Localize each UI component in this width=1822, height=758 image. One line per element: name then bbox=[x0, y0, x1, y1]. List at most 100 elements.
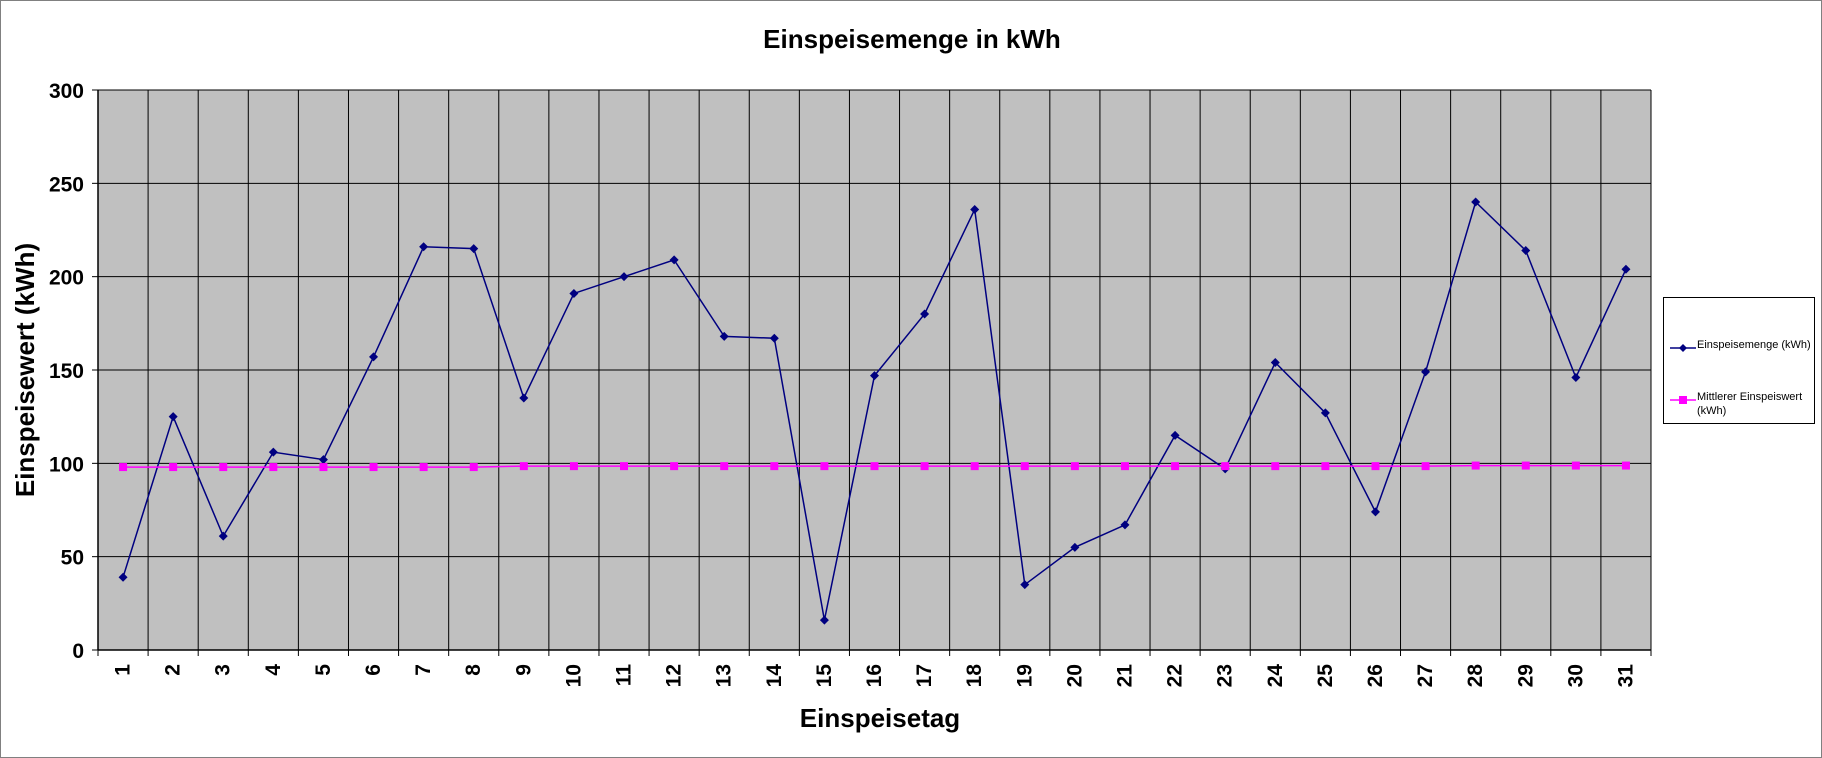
x-tick-label: 25 bbox=[1314, 664, 1337, 688]
data-point-einspeisemenge bbox=[1270, 358, 1280, 368]
data-point-einspeisemenge bbox=[419, 242, 429, 252]
x-tick-label: 13 bbox=[713, 664, 736, 687]
data-point-einspeisemenge bbox=[819, 615, 829, 625]
x-tick-label: 29 bbox=[1514, 664, 1537, 687]
data-point-einspeisemenge bbox=[268, 447, 278, 457]
data-point-einspeisemenge bbox=[920, 309, 930, 319]
data-point-einspeisemenge bbox=[1571, 372, 1581, 382]
data-point-mittlerer-einspeiswert bbox=[1621, 461, 1630, 470]
y-tick-label: 250 bbox=[49, 173, 84, 196]
data-point-einspeisemenge bbox=[870, 371, 879, 381]
data-point-einspeisemenge bbox=[318, 455, 328, 465]
x-tick-label: 10 bbox=[562, 664, 585, 687]
data-point-mittlerer-einspeiswert bbox=[1371, 462, 1380, 471]
x-tick-label: 24 bbox=[1264, 664, 1287, 688]
data-point-einspeisemenge bbox=[218, 531, 228, 541]
y-tick-label: 300 bbox=[49, 80, 84, 103]
data-point-mittlerer-einspeiswert bbox=[1571, 461, 1580, 470]
data-point-mittlerer-einspeiswert bbox=[219, 463, 228, 472]
data-point-einspeisemenge bbox=[1120, 520, 1130, 530]
chart-title: Einspeisemenge in kWh bbox=[763, 24, 1061, 54]
x-tick-label: 16 bbox=[863, 664, 886, 687]
data-point-einspeisemenge bbox=[1370, 507, 1380, 517]
x-tick-label: 15 bbox=[813, 664, 836, 688]
data-point-mittlerer-einspeiswert bbox=[670, 462, 679, 471]
legend-label-mittlerer-einspeiswert: Mittlerer Einspeiswert (kWh) bbox=[1697, 391, 1803, 417]
data-point-mittlerer-einspeiswert bbox=[1171, 462, 1180, 471]
x-tick-label: 20 bbox=[1063, 664, 1086, 687]
data-point-einspeisemenge bbox=[669, 255, 679, 265]
data-point-mittlerer-einspeiswert bbox=[319, 463, 328, 472]
data-point-einspeisemenge bbox=[1070, 542, 1080, 552]
x-tick-label: 2 bbox=[162, 664, 185, 676]
data-point-einspeisemenge bbox=[1170, 430, 1180, 440]
y-axis-ticks: 0 50 100 150 200 250 300 bbox=[49, 80, 98, 663]
data-point-mittlerer-einspeiswert bbox=[519, 462, 528, 471]
data-point-einspeisemenge bbox=[1320, 408, 1330, 418]
data-point-einspeisemenge bbox=[619, 272, 629, 282]
data-point-mittlerer-einspeiswert bbox=[870, 462, 879, 471]
data-point-mittlerer-einspeiswert bbox=[820, 462, 829, 471]
data-point-einspeisemenge bbox=[1521, 246, 1531, 256]
data-point-mittlerer-einspeiswert bbox=[1070, 462, 1079, 471]
data-point-einspeisemenge bbox=[118, 572, 128, 582]
x-tick-label: 26 bbox=[1364, 664, 1387, 687]
x-axis-ticks: 1 2 3 4 5 6 7 8 9 10 11 12 13 14 15 16 17 18 19 20 21 22 23 24 2… bbox=[97, 650, 1652, 688]
x-tick-label: 11 bbox=[613, 664, 636, 687]
data-point-mittlerer-einspeiswert bbox=[620, 462, 629, 471]
data-point-einspeisemenge bbox=[1471, 197, 1481, 207]
legend-swatch-mittlerer-einspeiswert bbox=[1670, 396, 1696, 404]
x-tick-label: 28 bbox=[1464, 664, 1487, 688]
data-point-einspeisemenge bbox=[1421, 367, 1431, 377]
x-tick-label: 5 bbox=[312, 664, 335, 676]
data-point-mittlerer-einspeiswert bbox=[1271, 462, 1280, 471]
data-point-einspeisemenge bbox=[369, 352, 379, 362]
y-tick-label: 150 bbox=[49, 360, 84, 383]
x-tick-label: 18 bbox=[963, 664, 986, 688]
data-point-mittlerer-einspeiswert bbox=[569, 462, 578, 471]
y-tick-label: 200 bbox=[49, 267, 84, 290]
data-point-mittlerer-einspeiswert bbox=[1471, 461, 1480, 470]
x-tick-label: 6 bbox=[362, 664, 385, 676]
data-point-mittlerer-einspeiswert bbox=[970, 462, 979, 471]
data-point-einspeisemenge bbox=[970, 204, 980, 214]
y-axis-title: Einspeisewert (kWh) bbox=[10, 243, 40, 497]
x-tick-label: 1 bbox=[112, 664, 135, 676]
x-tick-label: 22 bbox=[1164, 664, 1187, 687]
data-point-einspeisemenge bbox=[1020, 580, 1030, 590]
x-tick-label: 4 bbox=[262, 664, 285, 676]
x-tick-label: 19 bbox=[1013, 664, 1036, 687]
data-point-einspeisemenge bbox=[569, 288, 579, 298]
x-tick-label: 31 bbox=[1614, 664, 1637, 688]
y-tick-label: 0 bbox=[72, 640, 84, 663]
x-tick-label: 12 bbox=[663, 664, 686, 687]
data-point-einspeisemenge bbox=[519, 393, 529, 403]
data-point-mittlerer-einspeiswert bbox=[920, 462, 929, 471]
data-point-mittlerer-einspeiswert bbox=[1421, 462, 1430, 471]
data-point-mittlerer-einspeiswert bbox=[1321, 462, 1330, 471]
data-point-mittlerer-einspeiswert bbox=[169, 463, 178, 472]
data-point-einspeisemenge bbox=[769, 333, 779, 343]
x-tick-label: 30 bbox=[1564, 664, 1587, 687]
y-tick-label: 100 bbox=[49, 453, 84, 476]
data-point-mittlerer-einspeiswert bbox=[269, 463, 278, 472]
data-point-mittlerer-einspeiswert bbox=[1221, 462, 1230, 471]
data-point-mittlerer-einspeiswert bbox=[369, 463, 378, 472]
data-point-mittlerer-einspeiswert bbox=[770, 462, 779, 471]
data-point-einspeisemenge bbox=[719, 331, 729, 341]
data-point-mittlerer-einspeiswert bbox=[469, 463, 478, 472]
data-point-mittlerer-einspeiswert bbox=[1020, 462, 1029, 471]
series-layer bbox=[118, 197, 1631, 625]
legend-label-einspeisemenge: Einspeisemenge (kWh) bbox=[1697, 339, 1811, 351]
legend-item-mittlerer-einspeiswert: Mittlerer Einspeiswert (kWh) bbox=[1664, 390, 1814, 430]
legend-swatch-einspeisemenge bbox=[1670, 344, 1696, 352]
data-point-mittlerer-einspeiswert bbox=[419, 463, 428, 472]
x-tick-label: 8 bbox=[462, 664, 485, 676]
data-point-einspeisemenge bbox=[168, 412, 178, 422]
legend-item-einspeisemenge: Einspeisemenge (kWh) bbox=[1664, 338, 1814, 378]
data-point-einspeisemenge bbox=[469, 244, 479, 254]
x-axis-title: Einspeisetag bbox=[800, 703, 960, 733]
x-tick-label: 7 bbox=[412, 664, 435, 676]
data-point-mittlerer-einspeiswert bbox=[720, 462, 729, 471]
